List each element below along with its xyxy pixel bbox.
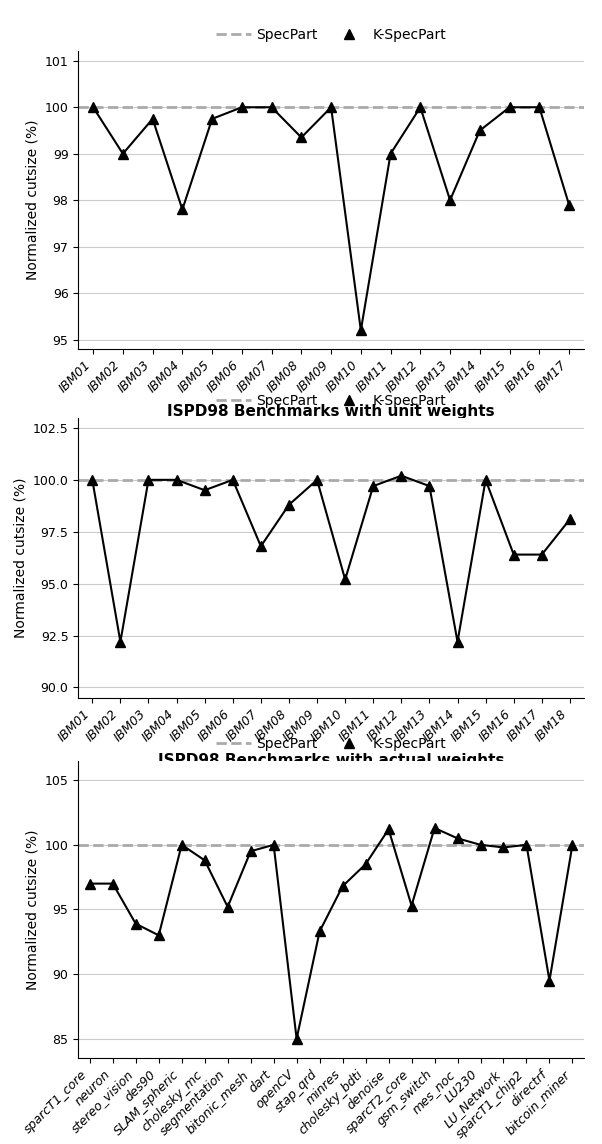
Legend: SpecPart, K-SpecPart: SpecPart, K-SpecPart: [216, 394, 446, 407]
Y-axis label: Normalized cutsize (%): Normalized cutsize (%): [25, 829, 39, 990]
X-axis label: ISPD98 Benchmarks with unit weights: ISPD98 Benchmarks with unit weights: [167, 404, 495, 419]
X-axis label: ISPD98 Benchmarks with actual weights: ISPD98 Benchmarks with actual weights: [158, 753, 504, 768]
Legend: SpecPart, K-SpecPart: SpecPart, K-SpecPart: [216, 737, 446, 750]
Legend: SpecPart, K-SpecPart: SpecPart, K-SpecPart: [216, 27, 446, 41]
Y-axis label: Normalized cutsize (%): Normalized cutsize (%): [13, 477, 27, 638]
Y-axis label: Normalized cutsize (%): Normalized cutsize (%): [25, 120, 39, 280]
